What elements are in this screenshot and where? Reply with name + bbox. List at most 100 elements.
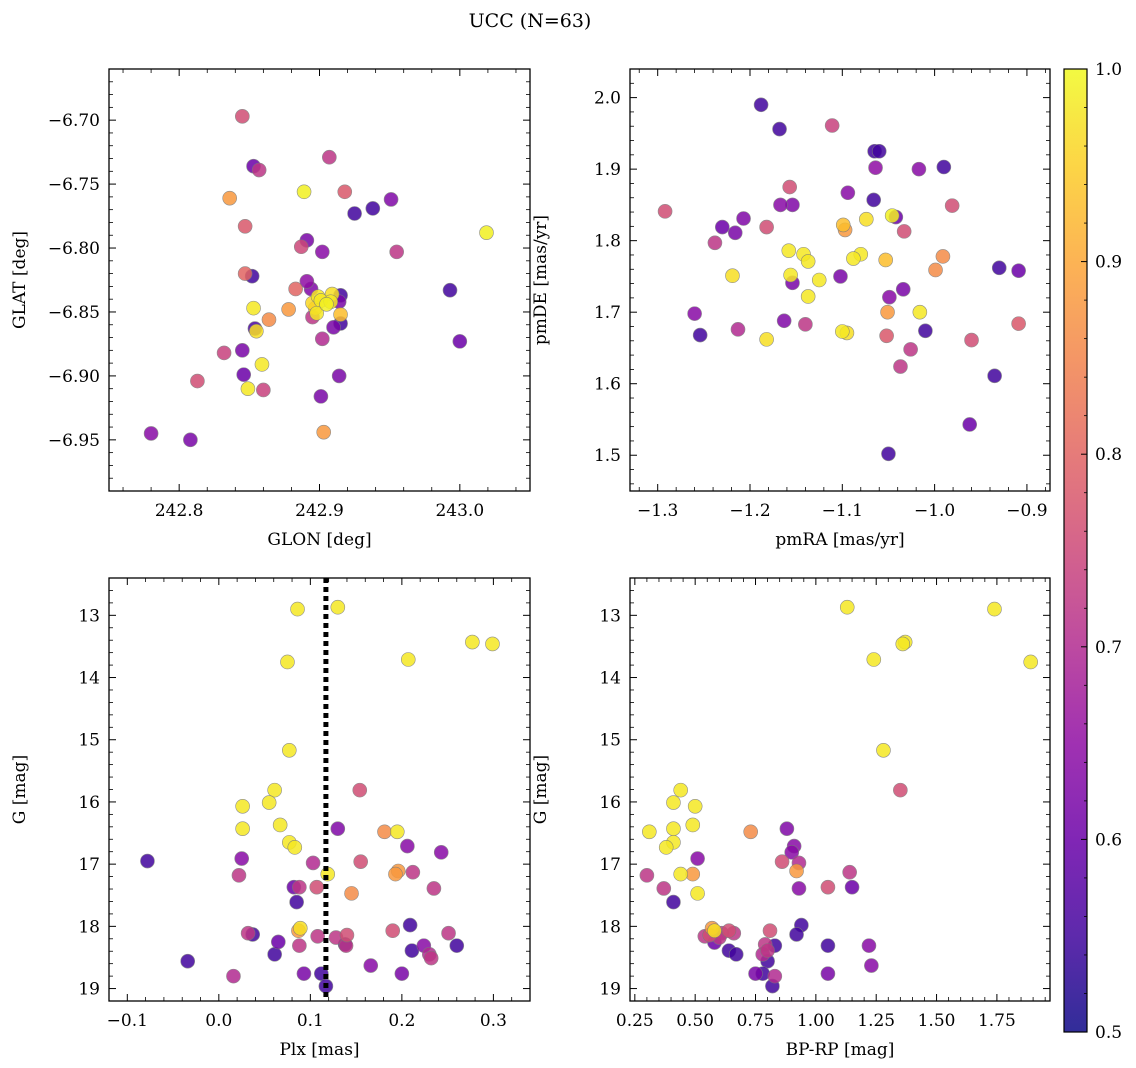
scatter-point [784, 845, 800, 860]
scatter-point [798, 317, 813, 332]
scatter-point [820, 966, 836, 981]
scatter-point [639, 868, 655, 883]
scatter-point [267, 947, 282, 962]
colorbar-tick-label: 0.7 [1095, 638, 1122, 658]
scatter-point [656, 881, 672, 896]
scatter-point [878, 252, 893, 268]
scatter-point [280, 654, 295, 670]
y-tick-label: 16 [599, 793, 621, 813]
scatter-point [833, 269, 848, 284]
scatter-point [880, 304, 895, 320]
scatter-point [296, 966, 312, 981]
scatter-point [673, 782, 688, 798]
scatter-point [237, 218, 253, 234]
scatter-point [226, 968, 241, 984]
scatter-point [235, 798, 250, 814]
scatter-point [292, 879, 307, 895]
scatter-point [479, 225, 494, 240]
scatter-point [987, 601, 1002, 617]
scatter-point [760, 943, 775, 958]
y-tick-label: 1.7 [594, 303, 621, 323]
scatter-point [377, 824, 392, 840]
scatter-point [305, 855, 321, 871]
scatter-point [882, 289, 897, 305]
scatter-point [727, 225, 743, 241]
y-tick-label: 2.0 [594, 89, 621, 109]
x-tick-label: −1.1 [822, 501, 863, 521]
y-tick-label: 1.9 [594, 160, 621, 180]
colorbar-gradient [1064, 69, 1087, 1032]
scatter-point [707, 923, 722, 939]
scatter-point [326, 320, 341, 335]
colorbar-tick-label: 0.8 [1095, 445, 1122, 465]
scatter-point [267, 782, 282, 798]
y-tick-label: −6.85 [48, 303, 100, 323]
scatter-point [143, 426, 159, 441]
scatter-point [839, 599, 855, 615]
scatter-point [388, 866, 403, 882]
plot-frame [629, 577, 1051, 1002]
y-tick-label: 19 [599, 980, 621, 1000]
scatter-point [962, 417, 977, 432]
x-tick-label: 0.3 [480, 1011, 507, 1031]
scatter-point [791, 881, 807, 896]
scatter-point [1011, 316, 1026, 331]
scatter-point [876, 743, 891, 758]
scatter-point [249, 323, 264, 339]
x-tick-label: −1.3 [637, 501, 678, 521]
x-tick-label: −1.0 [914, 501, 955, 521]
scatter-point [871, 143, 887, 159]
x-tick-label: 242.8 [155, 501, 204, 521]
y-tick-label: 1.8 [594, 232, 621, 252]
scatter-point [442, 282, 458, 298]
scatter-point [402, 917, 418, 933]
scatter-point [319, 296, 334, 312]
scatter-panel-1: 242.8 242.9 243.0 −6.95 −6.90 −6.85 −6.80 −6.75… [10, 68, 531, 550]
y-axis-label: G [mag] [10, 755, 30, 824]
y-axis-label: GLAT [deg] [10, 231, 30, 329]
scatter-point [246, 300, 261, 316]
scatter-point [353, 854, 368, 869]
scatter-point [776, 313, 792, 329]
y-tick-label: 16 [78, 793, 100, 813]
y-tick-label: 18 [599, 917, 621, 937]
scatter-point [666, 894, 681, 910]
scatter-point [190, 373, 205, 389]
scatter-point [347, 206, 362, 221]
scatter-point [666, 821, 681, 836]
x-tick-label: 0.2 [388, 1011, 415, 1031]
scatter-point [666, 795, 681, 810]
scatter-point [774, 854, 790, 869]
scatter-point [287, 840, 303, 855]
colorbar-tick-label: 0.9 [1095, 253, 1122, 273]
y-tick-label: −6.70 [48, 111, 100, 131]
scatter-point [400, 652, 416, 667]
scatter-point [256, 382, 271, 398]
x-tick-label: 0.25 [616, 1011, 654, 1031]
scatter-point [987, 368, 1002, 384]
scatter-point [884, 208, 900, 223]
scatter-point [692, 327, 708, 343]
scatter-point [964, 332, 979, 348]
scatter-point [730, 322, 746, 337]
y-axis-label: pmDE [mas/yr] [531, 215, 551, 345]
points-layer [657, 97, 1026, 462]
scatter-point [236, 367, 252, 382]
scatter-point [254, 357, 270, 372]
scatter-point [235, 821, 250, 836]
scatter-point [866, 652, 882, 667]
scatter-point [400, 838, 415, 854]
scatter-point [903, 342, 918, 357]
scatter-point [330, 599, 346, 615]
scatter-point [800, 289, 816, 304]
scatter-point [216, 345, 232, 361]
x-axis-label: Plx [mas] [279, 1040, 359, 1060]
y-tick-label: −6.90 [48, 367, 100, 387]
scatter-point [344, 886, 359, 901]
y-tick-label: 17 [78, 855, 100, 875]
scatter-point [389, 824, 405, 840]
colorbar-tick-label: 0.5 [1095, 1023, 1122, 1043]
scatter-point [811, 272, 827, 288]
scatter-point [289, 894, 304, 910]
